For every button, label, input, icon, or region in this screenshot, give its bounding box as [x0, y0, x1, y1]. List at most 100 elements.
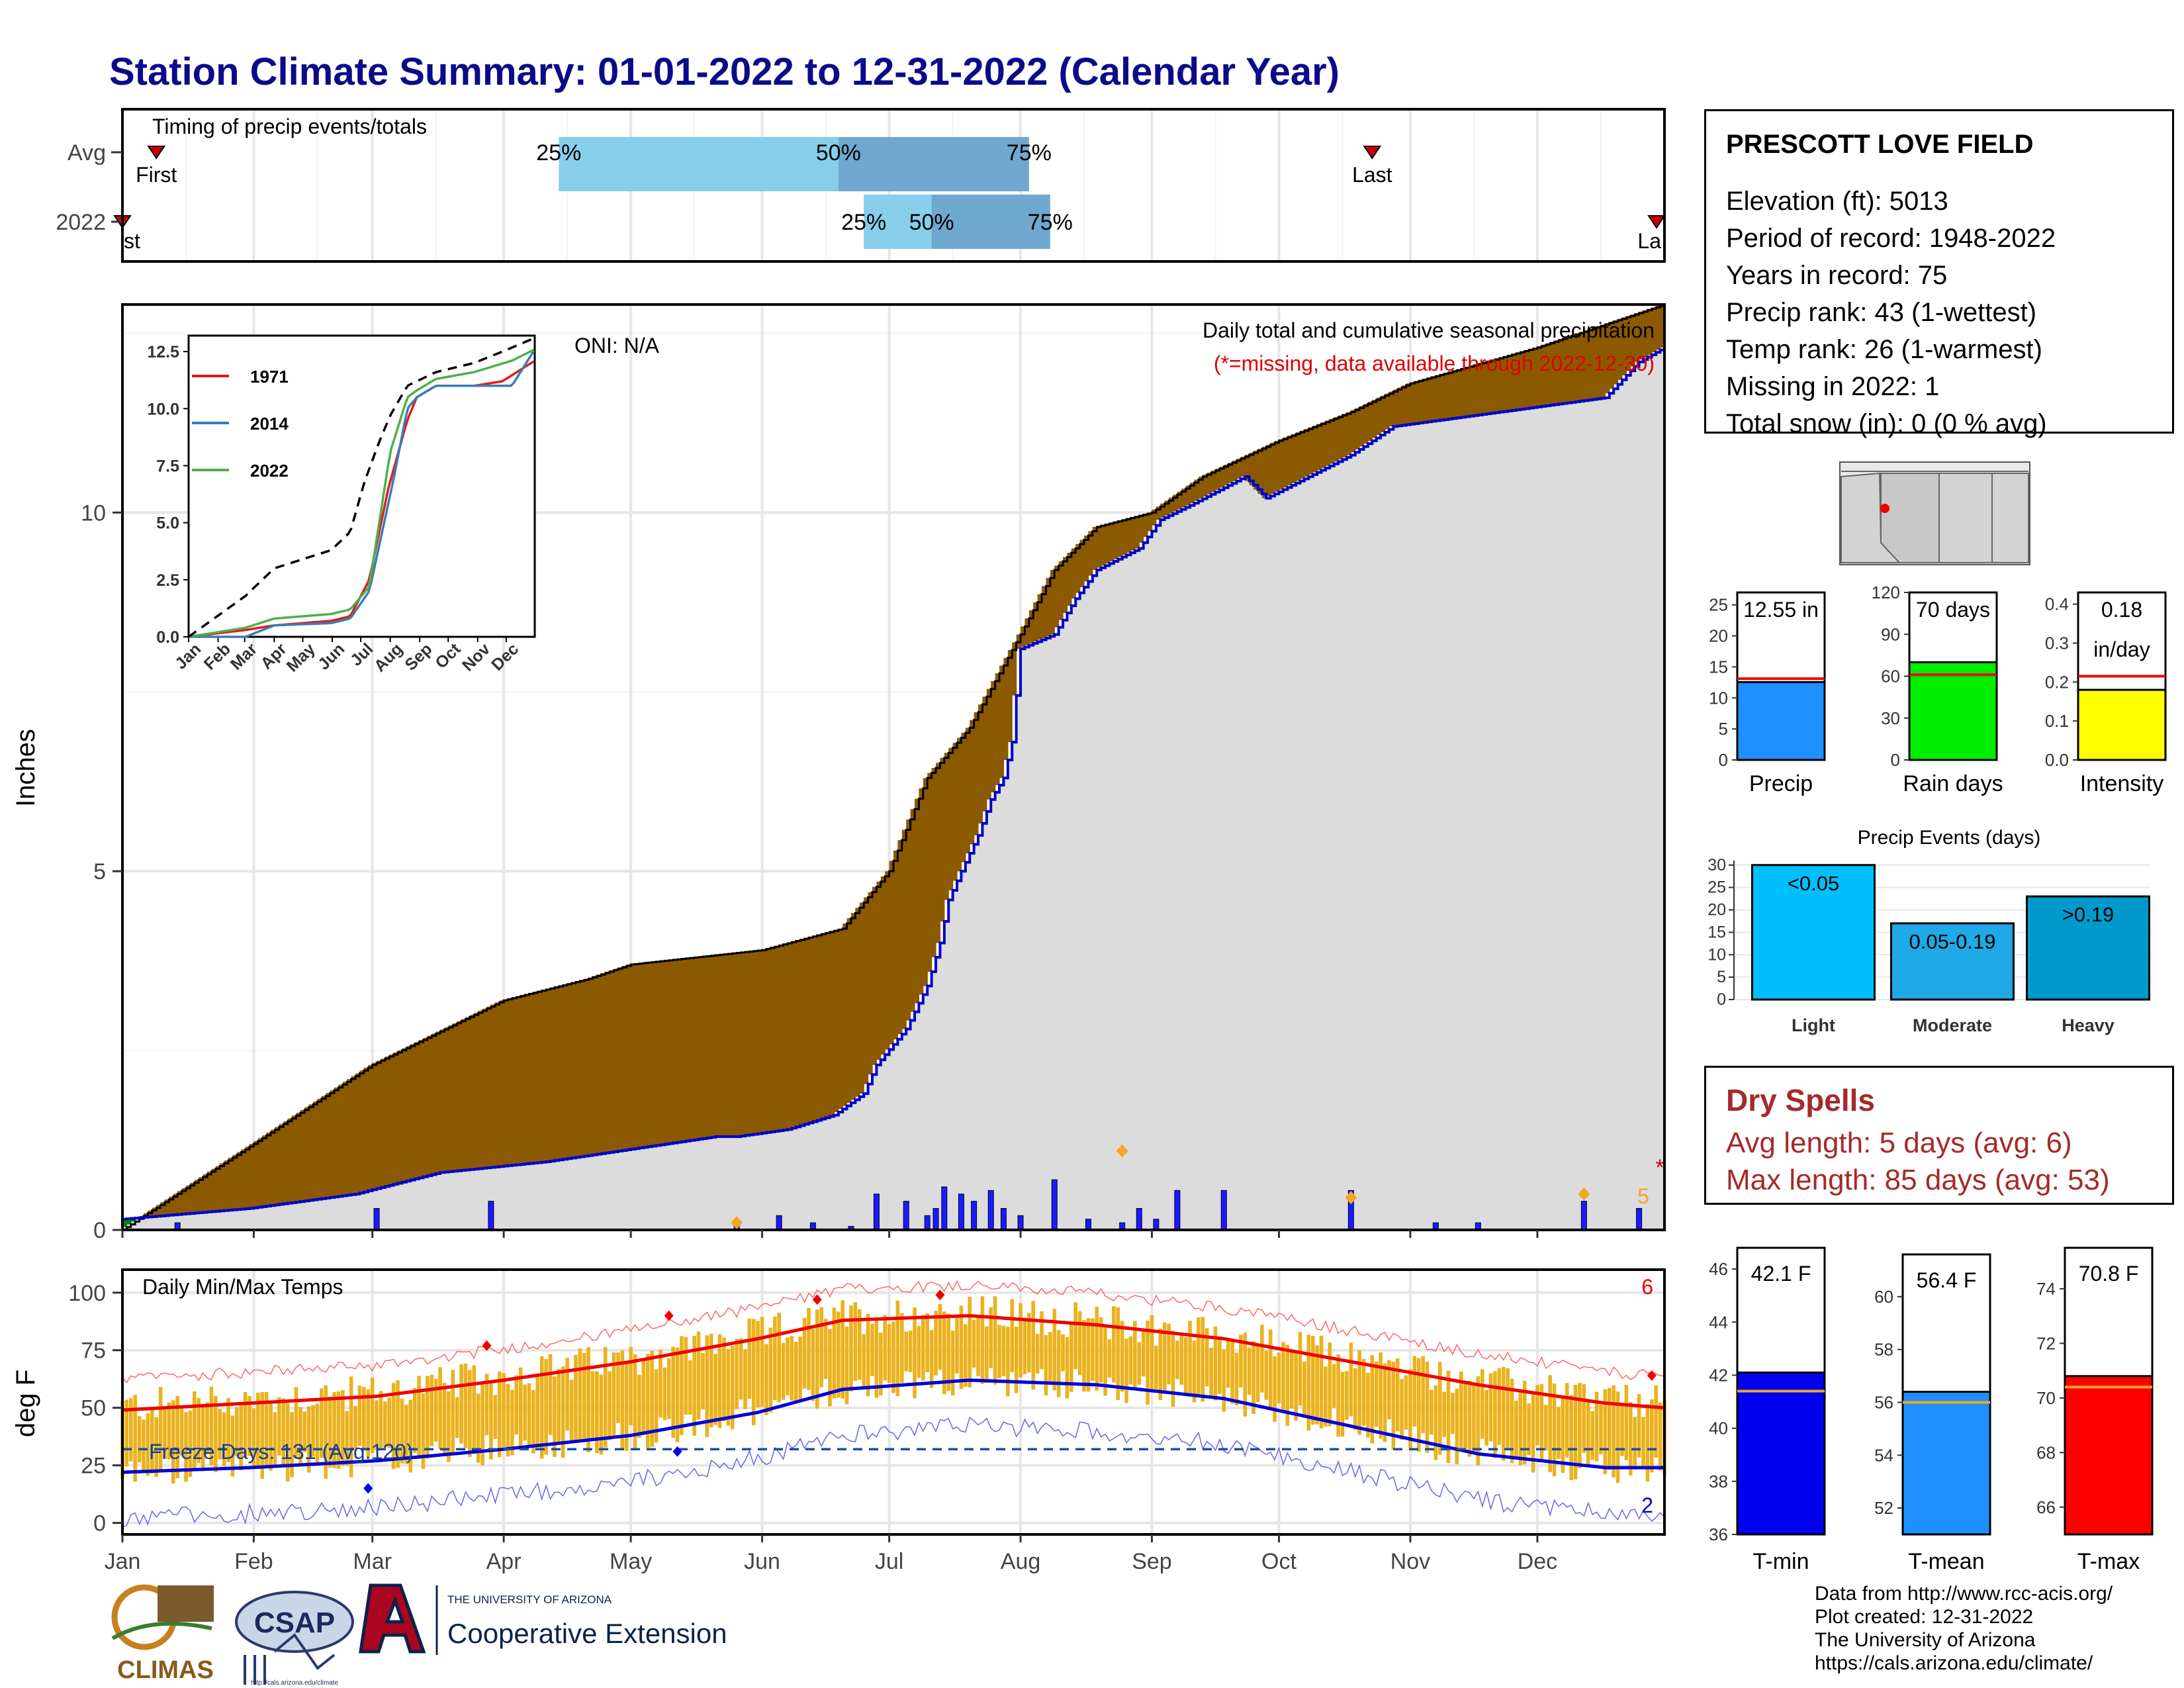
daily-temp-bar [129, 1398, 133, 1462]
mini-bar-tick: 0.0 [2045, 750, 2069, 770]
deficit-fill [236, 1152, 242, 1209]
dry-spells-max: Max length: 85 days (avg: 53) [1726, 1164, 2110, 1196]
mini-bar-tick: 0.2 [2045, 672, 2069, 692]
month-label: May [610, 1549, 652, 1574]
deficit-fill [292, 1115, 297, 1202]
daily-temp-bar [815, 1309, 819, 1409]
daily-temp-bar [142, 1419, 146, 1473]
deficit-fill [444, 1027, 449, 1172]
deficit-fill [1021, 626, 1026, 647]
deficit-fill [1494, 358, 1500, 412]
daily-temp-bar [717, 1334, 722, 1429]
daily-temp-bar [1243, 1333, 1248, 1417]
daily-temp-bar [447, 1391, 451, 1462]
daily-temp-bar [1345, 1371, 1349, 1420]
surplus-fill [122, 1219, 128, 1227]
daily-temp-bar [1099, 1317, 1103, 1383]
deficit-fill [1194, 479, 1199, 501]
daily-temp-bar [895, 1300, 900, 1397]
daily-temp-bar [1620, 1405, 1624, 1456]
daily-temp-bar [696, 1331, 701, 1420]
daily-temp-bar [230, 1415, 235, 1477]
dry-spells-title: Dry Spells [1726, 1083, 1875, 1117]
deficit-fill [834, 929, 839, 1112]
deficit-fill [1325, 420, 1330, 466]
mini-bar-tick: 0.3 [2045, 633, 2069, 653]
mini-bar [1736, 680, 1826, 761]
daily-temp-bar [934, 1311, 938, 1376]
temp-bar-tick: 58 [1874, 1340, 1893, 1360]
deficit-fill [1393, 389, 1398, 426]
deficit-fill [385, 1056, 390, 1186]
deficit-fill [974, 712, 979, 835]
timing-title: Timing of precip events/totals [152, 115, 427, 138]
daily-temp-bar [154, 1417, 159, 1477]
daily-temp-bar [375, 1400, 379, 1450]
daily-temp-bar [548, 1354, 553, 1435]
deficit-fill [766, 947, 771, 1132]
deficit-fill [490, 1004, 496, 1167]
daily-temp-bar [1014, 1327, 1019, 1393]
deficit-fill [355, 1073, 361, 1194]
daily-temp-bar [379, 1391, 383, 1448]
daily-temp-bar [794, 1342, 798, 1401]
precip-ylabel: Inches [11, 729, 40, 807]
deficit-fill [690, 957, 695, 1140]
daily-temp-bar [1183, 1337, 1188, 1394]
deficit-fill [889, 861, 894, 1045]
ua-logo [359, 1583, 426, 1654]
daily-temp-bar [1361, 1358, 1366, 1426]
y-tick-label: 10 [81, 500, 106, 526]
daily-temp-bar [883, 1315, 887, 1381]
deficit-fill [499, 1000, 504, 1166]
deficit-fill [1033, 602, 1038, 642]
daily-temp-bar [193, 1391, 197, 1471]
daily-temp-bar [904, 1331, 909, 1372]
deficit-fill [287, 1118, 293, 1203]
deficit-fill [1643, 310, 1648, 357]
deficit-fill [1457, 369, 1462, 418]
deficit-fill [1317, 424, 1322, 471]
deficit-fill [241, 1149, 246, 1209]
deficit-fill [1512, 353, 1517, 410]
deficit-fill [1639, 311, 1644, 360]
daily-temp-bar [514, 1375, 519, 1434]
deficit-fill [1003, 657, 1009, 761]
deficit-fill [1338, 415, 1343, 460]
daily-precip-bar [1153, 1219, 1160, 1231]
extreme-marker [1116, 1144, 1128, 1158]
daily-precip-bar [941, 1186, 948, 1231]
daily-temp-bar [1340, 1372, 1345, 1437]
daily-temp-bar [739, 1338, 743, 1400]
deficit-fill [1567, 336, 1572, 402]
deficit-fill [1257, 448, 1263, 494]
inset-series-line [189, 350, 535, 638]
deficit-fill [800, 939, 805, 1125]
deficit-fill [1067, 552, 1072, 606]
deficit-fill [1579, 332, 1584, 401]
daily-temp-bar [243, 1391, 248, 1458]
daily-temp-bar [1150, 1315, 1154, 1392]
deficit-fill [228, 1157, 234, 1210]
daily-temp-bar [1116, 1307, 1120, 1400]
deficit-fill [885, 871, 890, 1050]
daily-temp-bar [1175, 1340, 1179, 1380]
inset-panel: 0.02.55.07.510.012.5JanFebMarAprMayJunJu… [147, 334, 536, 676]
daily-temp-bar [1607, 1387, 1612, 1470]
deficit-fill [283, 1121, 289, 1203]
daily-temp-bar [590, 1371, 595, 1441]
daily-temp-bar [260, 1391, 265, 1479]
climas-logo-shape [158, 1585, 214, 1622]
deficit-fill [1105, 523, 1111, 564]
station-name: PRESCOTT LOVE FIELD [1726, 130, 2034, 159]
deficit-fill [1130, 516, 1136, 551]
deficit-fill [1109, 522, 1115, 561]
deficit-fill [1575, 333, 1580, 402]
daily-temp-bar [1162, 1322, 1167, 1391]
deficit-fill [605, 971, 610, 1152]
daily-temp-bar [1590, 1411, 1594, 1460]
month-label: Dec [1518, 1549, 1557, 1574]
event-bar-label: >0.19 [2062, 903, 2114, 926]
deficit-fill [207, 1171, 212, 1212]
daily-temp-bar [1289, 1349, 1294, 1409]
